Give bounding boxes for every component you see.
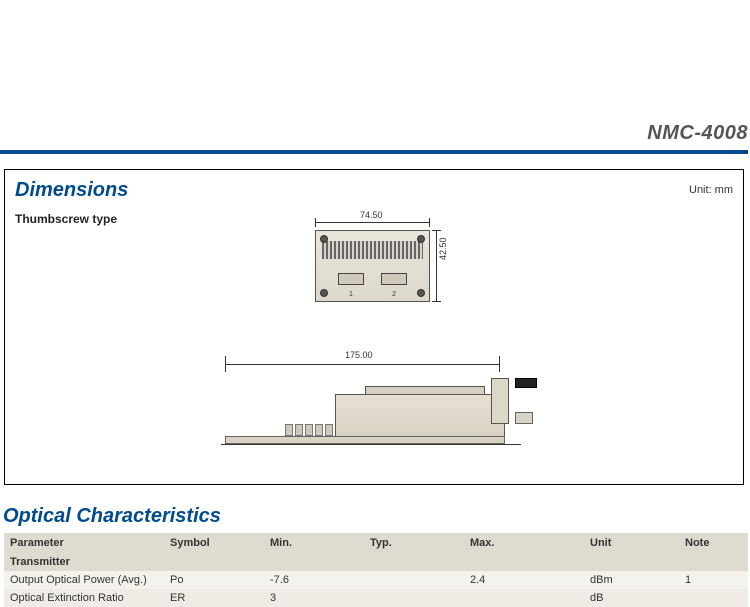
cell-symbol: ER — [164, 589, 264, 607]
front-height-tick — [432, 301, 441, 302]
col-symbol: Symbol — [164, 533, 264, 553]
cell-typ — [364, 571, 464, 589]
col-max: Max. — [464, 533, 584, 553]
table-header-row: Parameter Symbol Min. Typ. Max. Unit Not… — [4, 533, 748, 553]
component — [315, 424, 323, 436]
cell-parameter: Output Optical Power (Avg.) — [4, 571, 164, 589]
dimensions-panel: Dimensions Unit: mm Thumbscrew type 74.5… — [4, 169, 744, 485]
front-body: 1 2 — [315, 230, 430, 302]
vent-strip — [322, 241, 423, 259]
side-length-tick — [499, 356, 500, 372]
col-unit: Unit — [584, 533, 679, 553]
baseline — [221, 444, 521, 445]
port-1-label: 1 — [349, 291, 353, 298]
front-width-tick — [429, 218, 430, 227]
col-typ: Typ. — [364, 533, 464, 553]
side-top-plate — [365, 386, 485, 394]
edge-connector — [515, 412, 533, 424]
unit-label: Unit: mm — [689, 184, 733, 196]
cell-max: 2.4 — [464, 571, 584, 589]
cell-typ — [364, 589, 464, 607]
pcb-edge — [225, 436, 505, 444]
port-1 — [338, 273, 364, 285]
col-parameter: Parameter — [4, 533, 164, 553]
screw-icon — [417, 289, 425, 297]
optical-heading: Optical Characteristics — [3, 505, 221, 528]
header-rule — [0, 150, 748, 154]
front-height-tick — [432, 230, 441, 231]
component — [285, 424, 293, 436]
side-length-value: 175.00 — [345, 350, 373, 360]
bracket — [491, 378, 509, 424]
cell-max — [464, 589, 584, 607]
subheader-transmitter: Transmitter — [4, 553, 748, 571]
screw-icon — [320, 235, 328, 243]
optical-table: Parameter Symbol Min. Typ. Max. Unit Not… — [4, 533, 748, 607]
cell-min: -7.6 — [264, 571, 364, 589]
col-note: Note — [679, 533, 748, 553]
table-row: Output Optical Power (Avg.) Po -7.6 2.4 … — [4, 571, 748, 589]
col-min: Min. — [264, 533, 364, 553]
screw-icon — [320, 289, 328, 297]
cell-note: 1 — [679, 571, 748, 589]
side-body — [335, 394, 505, 442]
side-length-dimline — [225, 364, 500, 365]
component — [295, 424, 303, 436]
table-row: Optical Extinction Ratio ER 3 dB — [4, 589, 748, 607]
side-view-drawing: 175.00 — [215, 350, 555, 470]
subtype-label: Thumbscrew type — [15, 212, 117, 226]
front-width-tick — [315, 218, 316, 227]
front-height-dimline — [436, 230, 437, 302]
component — [305, 424, 313, 436]
cell-note — [679, 589, 748, 607]
thumbscrew-knob — [515, 378, 537, 388]
screw-icon — [417, 235, 425, 243]
front-width-value: 74.50 — [360, 210, 383, 220]
front-view-drawing: 74.50 1 2 42.50 — [305, 210, 445, 320]
front-width-dimline — [315, 222, 430, 223]
port-2 — [381, 273, 407, 285]
port-2-label: 2 — [392, 291, 396, 298]
model-number: NMC-4008 — [647, 122, 748, 145]
front-height-value: 42.50 — [438, 237, 448, 260]
dimensions-heading: Dimensions — [15, 179, 128, 202]
component — [325, 424, 333, 436]
cell-parameter: Optical Extinction Ratio — [4, 589, 164, 607]
cell-unit: dB — [584, 589, 679, 607]
side-length-tick — [225, 356, 226, 372]
cell-symbol: Po — [164, 571, 264, 589]
table-subheader-row: Transmitter — [4, 553, 748, 571]
cell-unit: dBm — [584, 571, 679, 589]
cell-min: 3 — [264, 589, 364, 607]
